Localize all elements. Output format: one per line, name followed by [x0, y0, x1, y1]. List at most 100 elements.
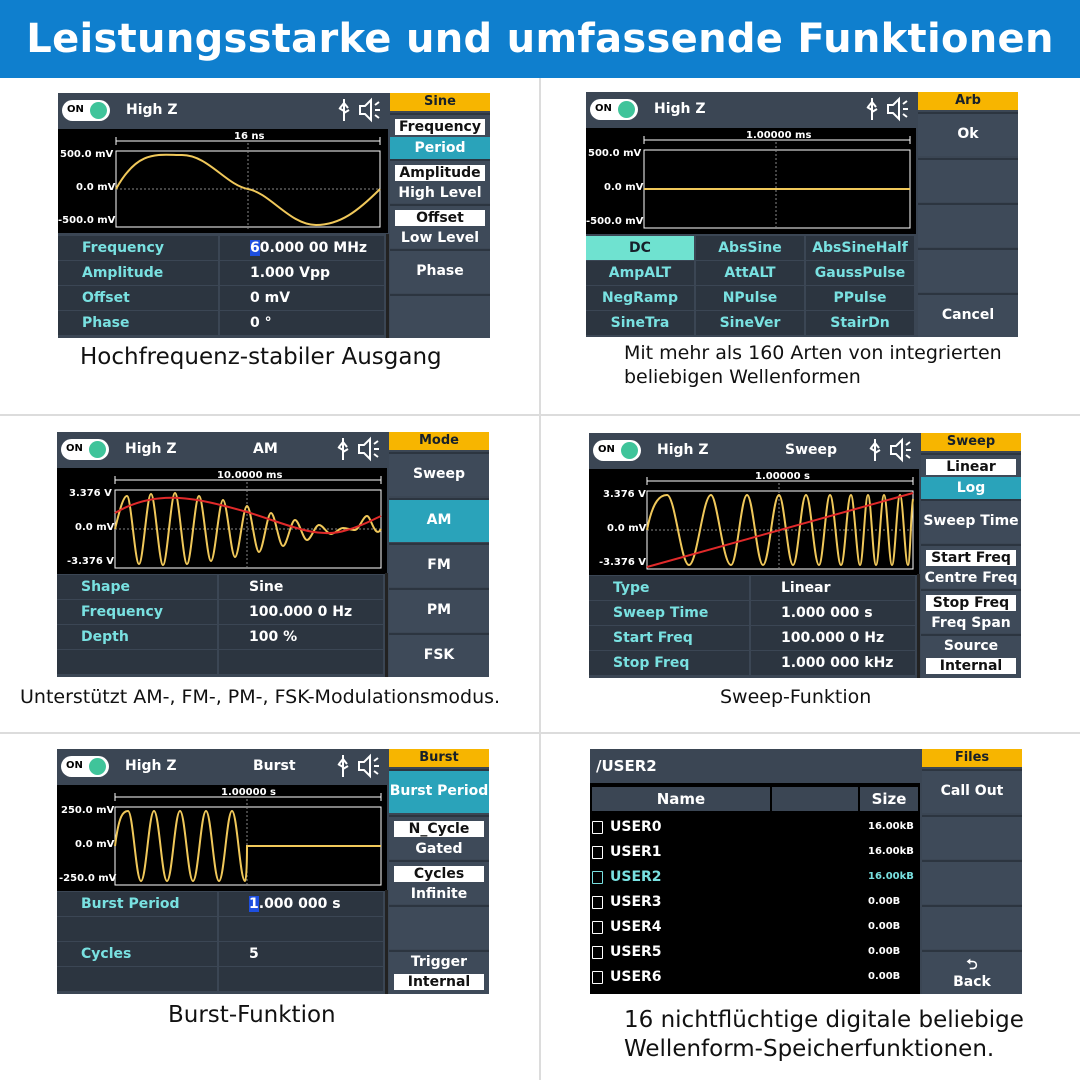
column-header-blank[interactable]	[772, 787, 858, 811]
menu-label: PM	[426, 602, 452, 618]
menu-stop-span[interactable]: Stop Freq Freq Span	[921, 589, 1021, 633]
menu-empty[interactable]	[390, 294, 490, 338]
column-header-size[interactable]: Size	[860, 787, 918, 811]
scrollbar[interactable]	[917, 574, 920, 678]
file-row[interactable]: USER6 0.00B	[590, 965, 920, 990]
param-value: 100.000 0 Hz	[219, 600, 383, 624]
menu-am[interactable]: AM	[389, 498, 489, 542]
menu-fsk[interactable]: FSK	[389, 633, 489, 677]
wave-option[interactable]: NegRamp	[586, 286, 694, 310]
output-toggle[interactable]: ON	[61, 439, 109, 460]
menu-pm[interactable]: PM	[389, 588, 489, 632]
menu-empty[interactable]	[922, 815, 1022, 859]
param-row-cycles[interactable]: Cycles 5	[57, 942, 383, 966]
menu-sweep[interactable]: Sweep	[389, 452, 489, 496]
param-row-shape[interactable]: Shape Sine	[57, 575, 383, 599]
output-toggle[interactable]: ON	[590, 99, 638, 120]
file-row[interactable]: USER4 0.00B	[590, 915, 920, 940]
param-row-frequency[interactable]: Frequency 60.000 00 MHz	[58, 236, 384, 260]
param-row-stop-freq[interactable]: Stop Freq 1.000 000 kHz	[589, 651, 915, 675]
param-row-amplitude[interactable]: Amplitude 1.000 Vpp	[58, 261, 384, 285]
param-row-phase[interactable]: Phase 0 °	[58, 311, 384, 335]
param-row-start-freq[interactable]: Start Freq 100.000 0 Hz	[589, 626, 915, 650]
wave-option[interactable]: AbsSineHalf	[806, 236, 914, 260]
status-bar: ON High Z Sweep	[589, 433, 919, 467]
softkey-menu: Burst Burst Period N_Cycle Gated Cycles …	[389, 749, 489, 994]
output-toggle[interactable]: ON	[593, 440, 641, 461]
scrollbar[interactable]	[385, 573, 388, 677]
file-row[interactable]: USER1 16.00kB	[590, 840, 920, 865]
file-name: USER0	[610, 819, 662, 835]
wave-option[interactable]: NPulse	[696, 286, 804, 310]
file-name: USER1	[610, 844, 662, 860]
wave-option[interactable]: PPulse	[806, 286, 914, 310]
file-row[interactable]: USER3 0.00B	[590, 890, 920, 915]
wave-option[interactable]: StairDn	[806, 311, 914, 335]
call-out-button[interactable]: Call Out	[922, 769, 1022, 813]
load-label: High Z	[126, 102, 178, 118]
wave-option[interactable]: AmpALT	[586, 261, 694, 285]
wave-option[interactable]: SineTra	[586, 311, 694, 335]
menu-sweep-time[interactable]: Sweep Time	[921, 499, 1021, 543]
toggle-knob	[89, 441, 106, 458]
menu-frequency-period[interactable]: Frequency Period	[390, 113, 490, 159]
menu-fm[interactable]: FM	[389, 543, 489, 587]
wave-option[interactable]: GaussPulse	[806, 261, 914, 285]
file-row[interactable]: USER5 0.00B	[590, 940, 920, 965]
menu-empty[interactable]	[918, 158, 1018, 202]
menu-source[interactable]: Source Internal	[921, 634, 1021, 678]
menu-linear-log[interactable]: Linear Log	[921, 453, 1021, 499]
column-header-name[interactable]: Name	[592, 787, 770, 811]
sweep-screen: ON High Z Sweep 1.00000 s 3.376 V 0.0 mV…	[589, 433, 1021, 678]
menu-title: Sweep	[921, 433, 1021, 451]
mode-label: AM	[253, 441, 278, 457]
output-toggle[interactable]: ON	[61, 756, 109, 777]
menu-title: Files	[922, 749, 1022, 767]
menu-trigger[interactable]: Trigger Internal	[389, 950, 489, 994]
menu-burst-period[interactable]: Burst Period	[389, 769, 489, 813]
param-row-burst-period[interactable]: Burst Period 1.000 000 s	[57, 892, 383, 916]
param-label	[57, 650, 217, 674]
output-toggle[interactable]: ON	[62, 100, 110, 121]
menu-amplitude-high[interactable]: Amplitude High Level	[390, 159, 490, 203]
menu-option-cycles: Cycles	[394, 866, 484, 882]
param-row-sweep-time[interactable]: Sweep Time 1.000 000 s	[589, 601, 915, 625]
file-name: USER2	[610, 869, 662, 885]
wave-option[interactable]: DC	[586, 236, 694, 260]
menu-option-amplitude: Amplitude	[395, 165, 485, 181]
param-label: Offset	[58, 286, 218, 310]
burst-screen: ON High Z Burst 1.00000 s 250.0 mV 0.0 m…	[57, 749, 489, 994]
menu-option-period: Period	[390, 137, 490, 159]
param-label: Sweep Time	[589, 601, 749, 625]
menu-start-centre[interactable]: Start Freq Centre Freq	[921, 544, 1021, 588]
scrollbar[interactable]	[385, 890, 388, 994]
menu-empty[interactable]	[922, 860, 1022, 904]
menu-phase[interactable]: Phase	[390, 249, 490, 293]
wave-option[interactable]: AbsSine	[696, 236, 804, 260]
menu-cycles-infinite[interactable]: Cycles Infinite	[389, 860, 489, 904]
wave-option[interactable]: SineVer	[696, 311, 804, 335]
param-row-type[interactable]: Type Linear	[589, 576, 915, 600]
param-row-offset[interactable]: Offset 0 mV	[58, 286, 384, 310]
file-icon	[592, 971, 603, 984]
param-row-empty[interactable]	[57, 650, 383, 674]
param-row-frequency[interactable]: Frequency 100.000 0 Hz	[57, 600, 383, 624]
param-row-empty[interactable]	[57, 917, 383, 941]
wave-option[interactable]: AttALT	[696, 261, 804, 285]
scrollbar[interactable]	[386, 234, 389, 338]
menu-empty[interactable]	[918, 248, 1018, 292]
file-row[interactable]: USER0 16.00kB	[590, 815, 920, 840]
file-row-selected[interactable]: USER2 16.00kB	[590, 865, 920, 890]
menu-empty[interactable]	[922, 905, 1022, 949]
menu-ncycle-gated[interactable]: N_Cycle Gated	[389, 815, 489, 859]
menu-empty[interactable]	[918, 203, 1018, 247]
back-button[interactable]: ⮌ Back	[922, 950, 1022, 994]
menu-empty[interactable]	[389, 905, 489, 949]
param-row-empty[interactable]	[57, 967, 383, 991]
cancel-button[interactable]: Cancel	[918, 293, 1018, 337]
param-row-depth[interactable]: Depth 100 %	[57, 625, 383, 649]
file-name: USER6	[610, 969, 662, 985]
ok-button[interactable]: Ok	[918, 112, 1018, 156]
menu-offset-low[interactable]: Offset Low Level	[390, 204, 490, 248]
file-browser: /USER2 Name Size USER0 16.00kB USER1 16.00…	[590, 749, 920, 994]
